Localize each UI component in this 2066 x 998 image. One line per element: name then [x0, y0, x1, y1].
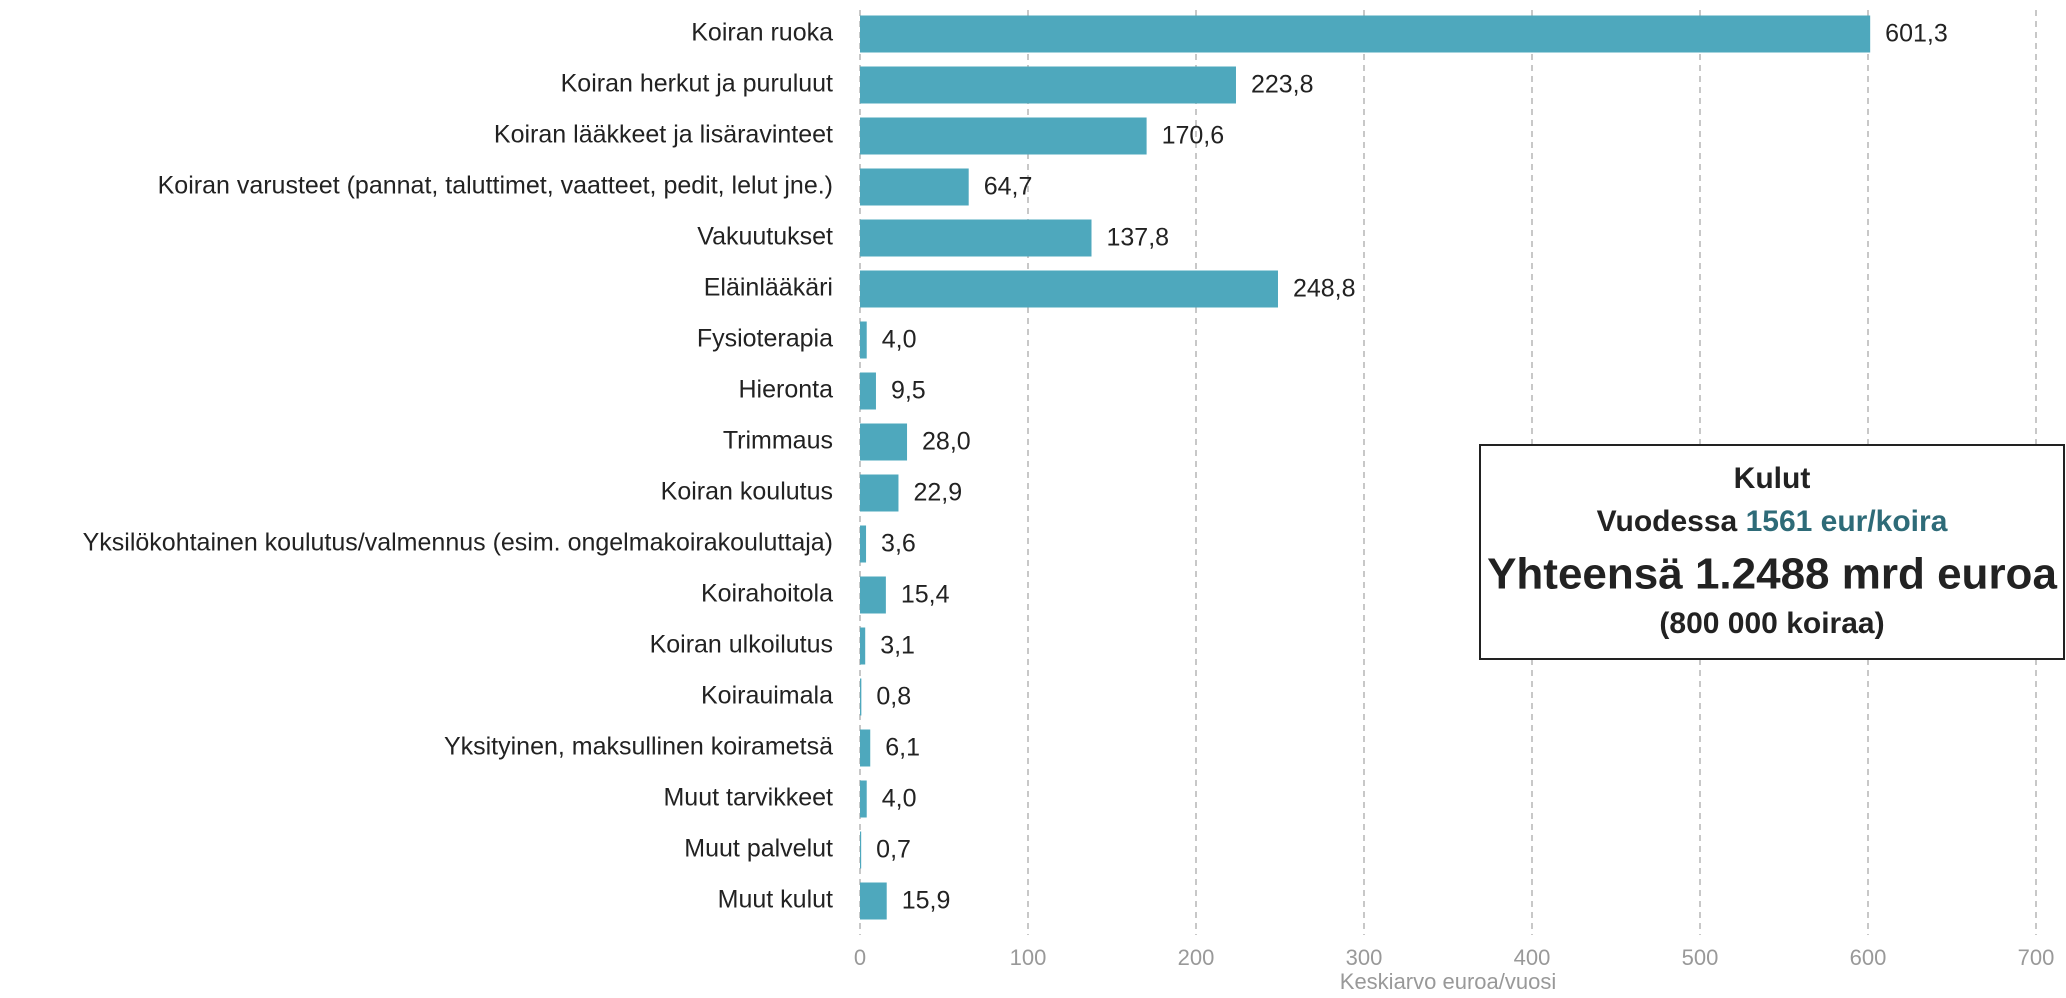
- bar: [860, 627, 866, 665]
- category-label: Hieronta: [739, 376, 834, 404]
- bar: [860, 576, 886, 614]
- category-label: Koiran lääkkeet ja lisäravinteet: [494, 121, 833, 149]
- value-label: 6,1: [885, 734, 920, 762]
- value-label: 4,0: [882, 785, 917, 813]
- x-tick-label: 500: [1682, 945, 1719, 970]
- bar: [860, 15, 1871, 53]
- annotation-count: (800 000 koiraa): [1659, 607, 1884, 640]
- value-label: 248,8: [1293, 275, 1356, 303]
- bar: [860, 678, 862, 716]
- bar: [860, 882, 887, 920]
- value-label: 223,8: [1251, 71, 1314, 99]
- value-label: 64,7: [984, 173, 1033, 201]
- bar: [860, 66, 1236, 104]
- value-label: 3,6: [881, 530, 916, 558]
- bar: [860, 831, 862, 869]
- annotation-total: Yhteensä 1.2488 mrd euroa: [1487, 550, 2057, 599]
- value-label: 15,9: [902, 887, 951, 915]
- value-label: 0,7: [876, 836, 911, 864]
- bar: [860, 168, 969, 206]
- x-tick-label: 200: [1178, 945, 1215, 970]
- bar: [860, 525, 867, 563]
- category-label: Koiran koulutus: [661, 478, 833, 506]
- value-label: 170,6: [1162, 122, 1225, 150]
- value-label: 22,9: [913, 479, 962, 507]
- category-label: Koiran ruoka: [691, 19, 833, 47]
- bar: [860, 780, 867, 818]
- x-tick-label: 700: [2018, 945, 2055, 970]
- bar: [860, 474, 899, 512]
- bar: [860, 729, 871, 767]
- annotation-title: Kulut: [1734, 462, 1811, 495]
- category-label: Koiran herkut ja puruluut: [561, 70, 833, 98]
- value-label: 4,0: [882, 326, 917, 354]
- x-axis-label: Keskiarvo euroa/vuosi: [1340, 969, 1556, 994]
- category-label: Koiran varusteet (pannat, taluttimet, va…: [158, 172, 833, 200]
- value-label: 9,5: [891, 377, 926, 405]
- x-tick-label: 600: [1850, 945, 1887, 970]
- bar: [860, 321, 867, 359]
- bar: [860, 372, 876, 410]
- category-label: Muut tarvikkeet: [663, 784, 833, 812]
- x-tick-label: 0: [854, 945, 866, 970]
- bar: [860, 270, 1278, 308]
- category-label: Koirauimala: [701, 682, 833, 710]
- x-tick-label: 400: [1514, 945, 1551, 970]
- x-tick-label: 100: [1010, 945, 1047, 970]
- category-label: Muut kulut: [718, 886, 833, 914]
- bar: [860, 117, 1147, 155]
- x-tick-label: 300: [1346, 945, 1383, 970]
- bar: [860, 423, 908, 461]
- category-label: Eläinlääkäri: [704, 274, 833, 302]
- value-label: 137,8: [1107, 224, 1170, 252]
- value-label: 3,1: [880, 632, 915, 660]
- category-label: Yksilökohtainen koulutus/valmennus (esim…: [83, 529, 833, 557]
- category-label: Koiran ulkoilutus: [650, 631, 833, 659]
- category-label: Muut palvelut: [684, 835, 833, 863]
- category-label: Vakuutukset: [697, 223, 833, 251]
- bar: [860, 219, 1092, 257]
- value-label: 15,4: [901, 581, 950, 609]
- category-label: Koirahoitola: [701, 580, 833, 608]
- annotation-highlight: 1561 eur/koira: [1746, 505, 1948, 538]
- annotation-box: [1479, 444, 2065, 660]
- value-label: 0,8: [876, 683, 911, 711]
- value-label: 601,3: [1885, 20, 1948, 48]
- annotation-prefix: Vuodessa: [1597, 505, 1738, 538]
- value-label: 28,0: [922, 428, 971, 456]
- category-label: Trimmaus: [723, 427, 833, 455]
- category-label: Yksityinen, maksullinen koirametsä: [444, 733, 833, 761]
- category-label: Fysioterapia: [697, 325, 833, 353]
- annotation-line: Vuodessa 1561 eur/koira: [1597, 505, 1948, 538]
